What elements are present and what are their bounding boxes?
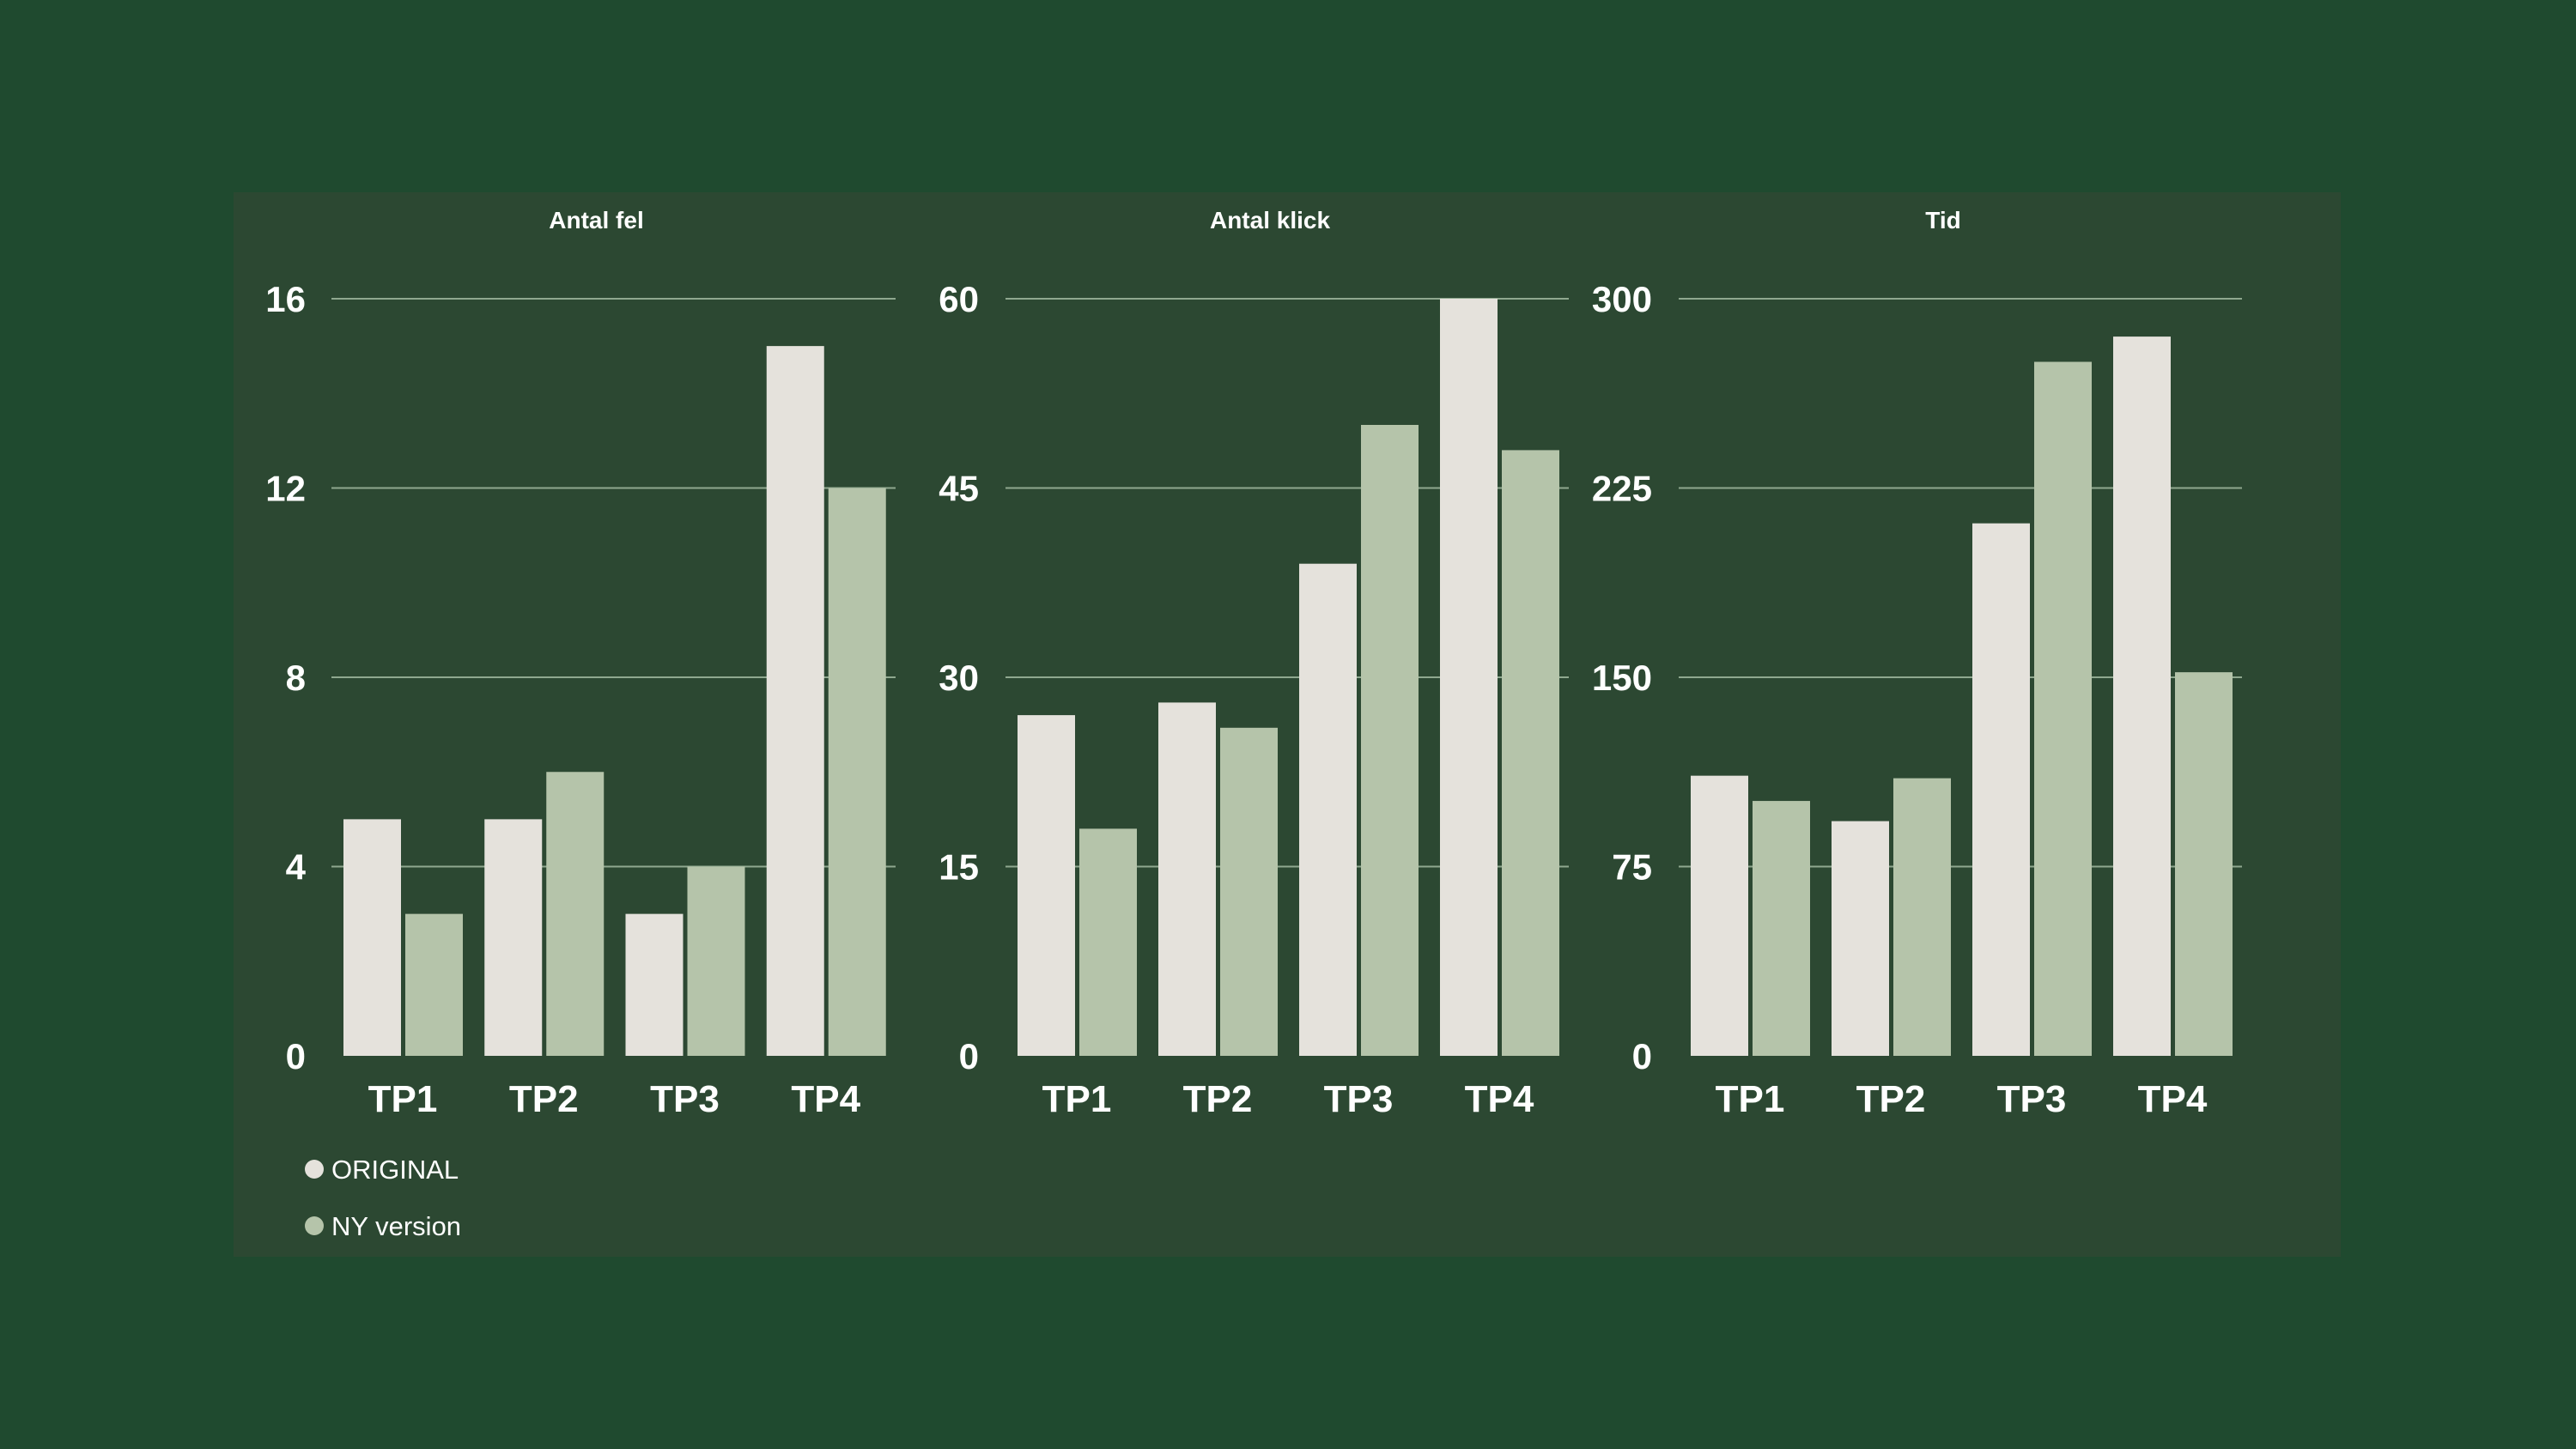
chart-0: Antal fel 0 4 8 12 16 TP1 TP2 TP3 TP4 (265, 207, 896, 1120)
x-tick-label: TP2 (1183, 1078, 1253, 1120)
bar-original-tp1 (1691, 775, 1748, 1056)
bar-ny-version-tp2 (1220, 727, 1278, 1056)
chart-2: Tid 0 75 150 225 300 TP1 TP2 TP3 TP4 (1592, 207, 2242, 1120)
chart-title: Antal klick (1210, 207, 1330, 233)
bar-ny-version-tp2 (546, 772, 605, 1056)
x-tick-label: TP4 (1465, 1078, 1534, 1120)
bar-original-tp3 (1299, 563, 1357, 1056)
y-tick-label: 16 (265, 279, 306, 319)
y-tick-label: 225 (1592, 469, 1652, 509)
y-tick-label: 60 (939, 279, 979, 319)
y-tick-label: 75 (1612, 847, 1652, 888)
y-tick-label: 0 (1632, 1036, 1652, 1076)
legend: ORIGINAL NY version (305, 1155, 461, 1241)
y-tick-label: 30 (939, 658, 979, 698)
chart-title: Antal fel (549, 207, 643, 233)
x-tick-label: TP2 (509, 1078, 579, 1120)
y-tick-label: 0 (959, 1036, 979, 1076)
bar-ny-version-tp2 (1893, 778, 1951, 1056)
legend-marker-ny-version (305, 1216, 324, 1235)
y-tick-label: 12 (265, 469, 306, 509)
x-tick-label: TP2 (1856, 1078, 1926, 1120)
x-tick-label: TP1 (368, 1078, 438, 1120)
bar-original-tp1 (343, 819, 401, 1056)
x-tick-label: TP4 (2138, 1078, 2208, 1120)
bar-ny-version-tp4 (828, 488, 886, 1056)
chart-title: Tid (1925, 207, 1960, 233)
bar-ny-version-tp4 (2175, 672, 2233, 1056)
bar-original-tp4 (766, 346, 824, 1056)
y-tick-label: 15 (939, 847, 979, 888)
bar-ny-version-tp3 (1361, 425, 1419, 1056)
bar-ny-version-tp3 (687, 866, 745, 1056)
bar-ny-version-tp1 (1753, 801, 1810, 1056)
bar-ny-version-tp3 (2034, 361, 2092, 1056)
bar-original-tp4 (2113, 336, 2171, 1057)
bar-original-tp2 (484, 819, 543, 1056)
x-tick-label: TP1 (1042, 1078, 1112, 1120)
bar-original-tp1 (1018, 715, 1075, 1056)
x-tick-label: TP1 (1716, 1078, 1785, 1120)
bar-original-tp3 (625, 913, 683, 1056)
y-tick-label: 4 (286, 847, 307, 888)
x-tick-label: TP3 (1997, 1078, 2067, 1120)
x-tick-label: TP4 (791, 1078, 860, 1120)
legend-marker-original (305, 1160, 324, 1179)
bar-ny-version-tp1 (405, 913, 463, 1056)
y-tick-label: 150 (1592, 658, 1652, 698)
x-tick-label: TP3 (1324, 1078, 1394, 1120)
bar-ny-version-tp1 (1079, 828, 1137, 1056)
chart-1: Antal klick 0 15 30 45 60 TP1 TP2 TP3 TP4 (939, 207, 1569, 1120)
legend-label-original: ORIGINAL (331, 1155, 459, 1185)
x-tick-label: TP3 (650, 1078, 720, 1120)
bar-original-tp2 (1158, 702, 1216, 1056)
bar-original-tp3 (1972, 523, 2030, 1056)
bar-original-tp4 (1440, 299, 1498, 1056)
y-tick-label: 8 (286, 658, 306, 698)
bar-ny-version-tp4 (1502, 450, 1559, 1056)
y-tick-label: 0 (286, 1036, 306, 1076)
legend-label-ny-version: NY version (331, 1211, 461, 1241)
y-tick-label: 300 (1592, 279, 1652, 319)
bar-original-tp2 (1832, 821, 1889, 1056)
y-tick-label: 45 (939, 469, 979, 509)
